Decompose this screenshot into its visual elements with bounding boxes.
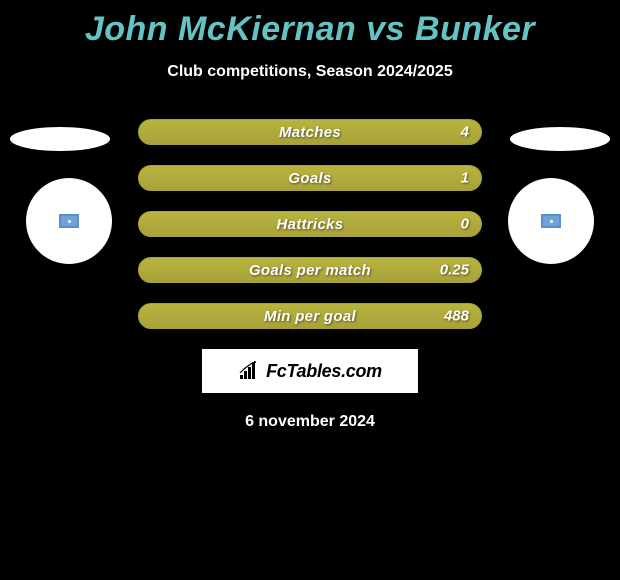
brand-box[interactable]: FcTables.com xyxy=(202,349,418,393)
stat-row-hattricks: Hattricks 0 xyxy=(138,211,482,237)
stat-row-goals: Goals 1 xyxy=(138,165,482,191)
stat-label: Goals per match xyxy=(249,262,371,279)
stat-row-min-per-goal: Min per goal 488 xyxy=(138,303,482,329)
brand-text: FcTables.com xyxy=(266,361,382,382)
stat-value: 4 xyxy=(461,124,469,141)
date-text: 6 november 2024 xyxy=(0,413,620,431)
page-title: John McKiernan vs Bunker xyxy=(0,0,620,49)
brand-chart-icon xyxy=(238,361,262,381)
subtitle: Club competitions, Season 2024/2025 xyxy=(0,63,620,81)
stat-label: Goals xyxy=(288,170,331,187)
stat-value: 0 xyxy=(461,216,469,233)
stat-row-goals-per-match: Goals per match 0.25 xyxy=(138,257,482,283)
stats-container: Matches 4 Goals 1 Hattricks 0 Goals per … xyxy=(0,119,620,329)
stat-label: Matches xyxy=(279,124,341,141)
stat-value: 0.25 xyxy=(440,262,469,279)
stat-label: Hattricks xyxy=(277,216,344,233)
stat-row-matches: Matches 4 xyxy=(138,119,482,145)
stat-value: 1 xyxy=(461,170,469,187)
stat-label: Min per goal xyxy=(264,308,356,325)
stat-value: 488 xyxy=(444,308,469,325)
